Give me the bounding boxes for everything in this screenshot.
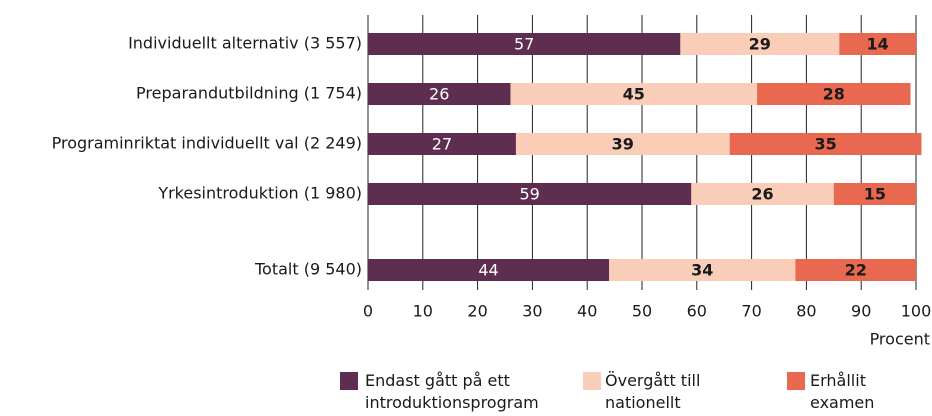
x-tick-label: 20 — [467, 302, 487, 321]
data-label: 29 — [749, 35, 771, 54]
y-tick-label: Totalt (9 540) — [254, 260, 362, 279]
data-label: 35 — [814, 135, 836, 154]
data-label: 22 — [845, 261, 867, 280]
x-tick-label: 90 — [851, 302, 871, 321]
bar-segment — [368, 183, 692, 205]
data-label: 34 — [691, 261, 713, 280]
x-axis-label: Procent — [870, 330, 930, 349]
bar-segment — [368, 83, 511, 105]
data-label: 57 — [514, 35, 534, 54]
y-tick-label: Individuellt alternativ (3 557) — [128, 34, 362, 53]
bar-segment — [368, 33, 681, 55]
bar-segment — [510, 83, 758, 105]
bar-segment — [368, 133, 516, 155]
bar-segment — [729, 133, 922, 155]
data-label: 45 — [623, 85, 645, 104]
bar-segment — [609, 259, 796, 281]
data-label: 59 — [519, 185, 539, 204]
bar-segment — [839, 33, 916, 55]
data-label: 26 — [751, 185, 773, 204]
x-tick-label: 60 — [687, 302, 707, 321]
data-label: 27 — [432, 135, 452, 154]
legend-swatch — [340, 372, 358, 390]
x-tick-label: 30 — [522, 302, 542, 321]
data-label: 44 — [478, 261, 498, 280]
y-tick-label: Yrkesintroduktion (1 980) — [157, 184, 362, 203]
x-tick-label: 80 — [796, 302, 816, 321]
data-label: 15 — [864, 185, 886, 204]
legend-swatch — [787, 372, 805, 390]
legend-label: Endast gått på ett introduktionsprogram — [365, 371, 539, 412]
y-tick-label: Preparandutbildning (1 754) — [136, 84, 362, 103]
data-label: 28 — [823, 85, 845, 104]
x-tick-label: 70 — [741, 302, 761, 321]
x-tick-label: 10 — [413, 302, 433, 321]
x-tick-label: 40 — [577, 302, 597, 321]
bar-segment — [833, 183, 916, 205]
data-label: 39 — [612, 135, 634, 154]
bar-segment — [680, 33, 840, 55]
y-tick-label: Programinriktat individuellt val (2 249) — [52, 134, 362, 153]
legend-label: Övergått till nationellt program — [605, 371, 701, 416]
bar-segment — [515, 133, 730, 155]
bar-segment — [757, 83, 911, 105]
x-tick-label: 0 — [363, 302, 373, 321]
bar-segment — [795, 259, 916, 281]
x-tick-label: 50 — [632, 302, 652, 321]
legend-label: Erhållit examen — [810, 371, 875, 412]
bar-segment — [691, 183, 834, 205]
data-label: 26 — [429, 85, 449, 104]
bar-segment — [368, 259, 610, 281]
x-tick-label: 100 — [901, 302, 932, 321]
legend-swatch — [583, 372, 601, 390]
data-label: 14 — [867, 35, 889, 54]
